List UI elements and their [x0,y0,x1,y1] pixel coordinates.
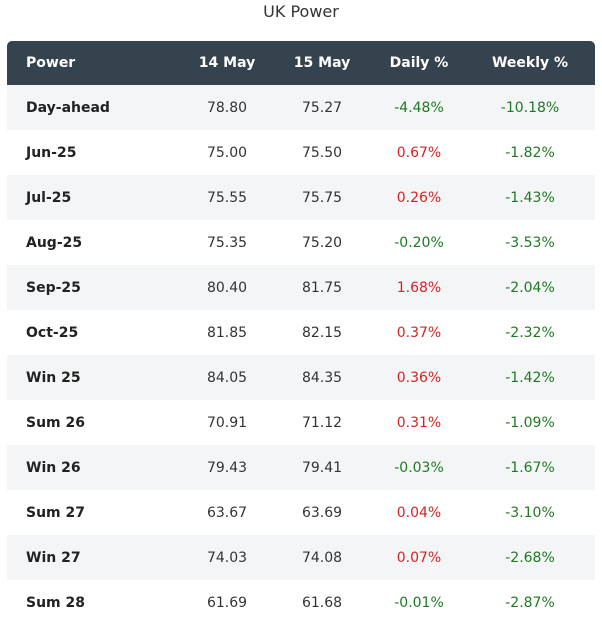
table-row: Win 27 74.03 74.08 0.07% -2.68% [7,535,595,580]
table-row: Sep-25 80.40 81.75 1.68% -2.04% [7,265,595,310]
cell-daily-pct: -0.01% [394,594,444,611]
cell-weekly-pct: -1.42% [505,369,555,386]
cell-15-may: 75.50 [301,144,343,161]
cell-weekly-pct: -3.53% [505,234,555,251]
cell-14-may: 81.85 [206,324,248,341]
cell-weekly-pct: -1.67% [505,459,555,476]
cell-daily-pct: 0.04% [396,504,442,521]
cell-14-may: 70.91 [206,414,248,431]
cell-weekly-pct: -2.32% [505,324,555,341]
row-label: Oct-25 [26,324,79,341]
cell-14-may: 61.69 [206,594,248,611]
cell-weekly-pct: -2.87% [505,594,555,611]
cell-daily-pct: 0.26% [396,189,442,206]
row-label: Aug-25 [26,234,83,251]
cell-daily-pct: 0.67% [396,144,442,161]
table-row: Sum 28 61.69 61.68 -0.01% -2.87% [7,580,595,625]
row-label: Sum 26 [26,414,85,431]
table-row: Oct-25 81.85 82.15 0.37% -2.32% [7,310,595,355]
cell-14-may: 74.03 [206,549,248,566]
cell-15-may: 63.69 [301,504,343,521]
table-row: Day-ahead 78.80 75.27 -4.48% -10.18% [7,85,595,130]
cell-14-may: 75.55 [206,189,248,206]
column-header-power: Power [26,55,76,71]
table-row: Sum 26 70.91 71.12 0.31% -1.09% [7,400,595,445]
cell-daily-pct: -0.03% [394,459,444,476]
cell-daily-pct: 1.68% [396,279,442,296]
cell-15-may: 61.68 [301,594,343,611]
table-row: Jun-25 75.00 75.50 0.67% -1.82% [7,130,595,175]
row-label: Jun-25 [26,144,77,161]
table-row: Aug-25 75.35 75.20 -0.20% -3.53% [7,220,595,265]
table-row: Sum 27 63.67 63.69 0.04% -3.10% [7,490,595,535]
cell-daily-pct: 0.37% [396,324,442,341]
row-label: Day-ahead [26,99,110,116]
cell-14-may: 75.00 [206,144,248,161]
cell-15-may: 75.75 [301,189,343,206]
cell-weekly-pct: -1.82% [505,144,555,161]
row-label: Win 26 [26,459,81,476]
cell-15-may: 82.15 [301,324,343,341]
table-row: Jul-25 75.55 75.75 0.26% -1.43% [7,175,595,220]
cell-daily-pct: 0.36% [396,369,442,386]
column-header-daily-pct: Daily % [389,55,449,71]
cell-15-may: 79.41 [301,459,343,476]
cell-daily-pct: 0.07% [396,549,442,566]
cell-14-may: 79.43 [206,459,248,476]
cell-weekly-pct: -2.68% [505,549,555,566]
row-label: Sum 28 [26,594,85,611]
cell-14-may: 80.40 [206,279,248,296]
row-label: Win 25 [26,369,81,386]
row-label: Win 27 [26,549,81,566]
cell-14-may: 84.05 [206,369,248,386]
table-title: UK Power [263,2,339,21]
row-label: Jul-25 [26,189,72,206]
column-header-15-may: 15 May [293,55,351,71]
cell-daily-pct: -4.48% [394,99,444,116]
cell-weekly-pct: -1.09% [505,414,555,431]
cell-daily-pct: 0.31% [396,414,442,431]
column-header-weekly-pct: Weekly % [491,55,569,71]
table-body: Day-ahead 78.80 75.27 -4.48% -10.18% Jun-25 75… [7,85,595,625]
cell-weekly-pct: -2.04% [505,279,555,296]
cell-14-may: 63.67 [206,504,248,521]
cell-weekly-pct: -1.43% [505,189,555,206]
table-row: Win 25 84.05 84.35 0.36% -1.42% [7,355,595,400]
cell-15-may: 81.75 [301,279,343,296]
table-header: Power 14 May 15 May Daily % Weekly % [7,41,595,85]
cell-15-may: 75.27 [301,99,343,116]
cell-15-may: 71.12 [301,414,343,431]
column-header-14-may: 14 May [198,55,256,71]
cell-15-may: 74.08 [301,549,343,566]
cell-weekly-pct: -10.18% [500,99,560,116]
cell-daily-pct: -0.20% [394,234,444,251]
row-label: Sum 27 [26,504,85,521]
cell-14-may: 78.80 [206,99,248,116]
cell-14-may: 75.35 [206,234,248,251]
row-label: Sep-25 [26,279,81,296]
uk-power-table: Power 14 May 15 May Daily % Weekly % Day… [7,41,595,625]
cell-15-may: 75.20 [301,234,343,251]
table-row: Win 26 79.43 79.41 -0.03% -1.67% [7,445,595,490]
cell-15-may: 84.35 [301,369,343,386]
cell-weekly-pct: -3.10% [505,504,555,521]
